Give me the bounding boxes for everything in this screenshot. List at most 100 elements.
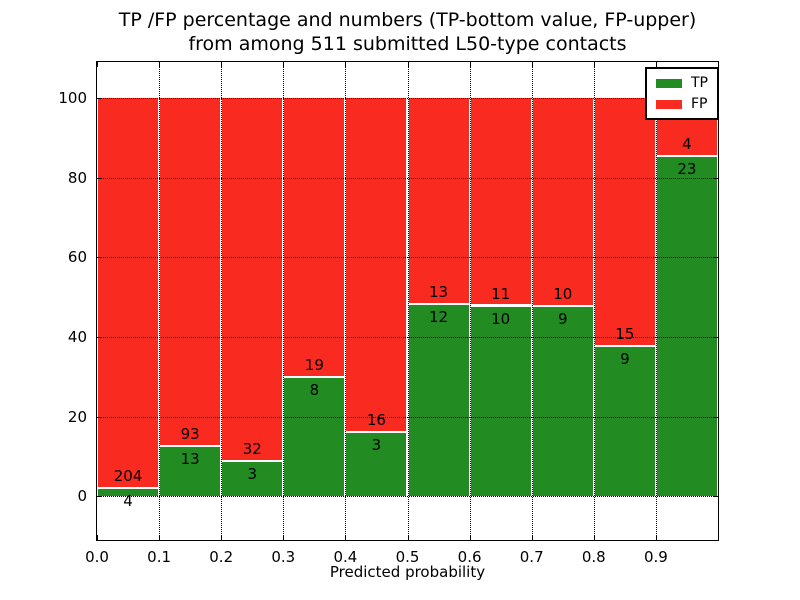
- x-gridline: [469, 62, 471, 540]
- y-tick-left: [97, 177, 102, 179]
- x-tick-label: 0.2: [209, 548, 234, 566]
- tp-bar-segment: [594, 346, 655, 497]
- legend-label: FP: [691, 96, 708, 112]
- x-tick-label: 0.8: [581, 548, 606, 566]
- fp-bar-segment: [98, 97, 159, 489]
- fp-bar-segment: [160, 97, 221, 448]
- tp-count-label: 12: [429, 307, 449, 326]
- x-tick-label: 0.9: [643, 548, 668, 566]
- fp-count-label: 4: [682, 134, 692, 153]
- tp-bar-segment: [160, 447, 221, 497]
- y-tick-right: [713, 257, 718, 259]
- x-tick-label: 0.4: [333, 548, 358, 566]
- y-tick-right: [713, 496, 718, 498]
- x-tick-top: [97, 62, 98, 67]
- tp-bar-segment: [656, 156, 717, 497]
- fp-count-label: 93: [180, 425, 200, 444]
- legend-label: TP: [691, 75, 708, 91]
- y-tick-label: 20: [67, 407, 87, 426]
- fp-count-label: 32: [242, 440, 262, 459]
- y-tick-right: [713, 177, 718, 179]
- x-tick-label: 0.1: [147, 548, 172, 566]
- y-tick-label: 0: [77, 487, 87, 506]
- x-gridline: [345, 62, 347, 540]
- tp-bar-segment: [532, 307, 593, 497]
- y-tick-right: [713, 416, 718, 418]
- x-tick-top: [593, 62, 595, 67]
- fp-count-label: 204: [113, 466, 143, 485]
- y-gridline: [97, 257, 718, 259]
- y-tick-right: [713, 336, 718, 338]
- x-tick-label: 0.0: [85, 548, 109, 566]
- y-tick-left: [97, 416, 102, 418]
- tp-bar-segment: [470, 306, 531, 497]
- x-tick-top: [531, 62, 533, 67]
- tp-count-label: 10: [491, 309, 511, 328]
- y-tick-label: 60: [67, 248, 87, 267]
- x-tick-label: 0.5: [395, 548, 420, 566]
- x-tick-label: 0.7: [519, 548, 544, 566]
- x-gridline: [221, 62, 223, 540]
- tp-count-label: 4: [123, 491, 133, 510]
- chart-title-line2: from among 511 submitted L50-type contac…: [188, 33, 627, 55]
- x-tick-bottom: [97, 535, 98, 540]
- y-gridline: [97, 336, 718, 338]
- fp-count-label: 19: [304, 356, 324, 375]
- x-tick-bottom: [407, 535, 409, 540]
- fp-bar-segment: [470, 97, 531, 307]
- x-tick-top: [159, 62, 161, 67]
- y-tick-left: [97, 336, 102, 338]
- x-tick-label: 0.3: [271, 548, 296, 566]
- fp-count-label: 15: [615, 324, 635, 343]
- x-tick-top: [283, 62, 285, 67]
- tp-count-label: 9: [557, 310, 568, 329]
- tp-bar-segment: [284, 378, 345, 497]
- fp-bar-segment: [284, 97, 345, 379]
- y-gridline: [97, 496, 718, 498]
- x-gridline: [655, 62, 657, 540]
- fp-count-label: 10: [553, 285, 573, 304]
- tp-bar-segment: [408, 304, 469, 497]
- fp-bar-segment: [408, 97, 469, 305]
- x-gridline: [593, 62, 595, 540]
- tp-swatch-icon: [656, 78, 682, 88]
- fp-bar-segment: [346, 97, 407, 434]
- x-tick-top: [407, 62, 409, 67]
- tp-count-label: 23: [677, 159, 697, 178]
- chart-title-line1: TP /FP percentage and numbers (TP-bottom…: [118, 9, 697, 31]
- y-tick-label: 40: [67, 327, 87, 346]
- y-gridline: [97, 416, 718, 418]
- fp-bar-segment: [222, 97, 283, 463]
- y-tick-left: [97, 496, 102, 498]
- tp-count-label: 13: [180, 450, 200, 469]
- fp-bar-segment: [532, 97, 593, 308]
- fp-count-label: 16: [366, 411, 386, 430]
- x-tick-bottom: [655, 535, 657, 540]
- y-tick-left: [97, 257, 102, 259]
- tp-count-label: 3: [247, 465, 258, 484]
- x-gridline: [407, 62, 409, 540]
- x-tick-bottom: [345, 535, 347, 540]
- x-tick-bottom: [469, 535, 471, 540]
- x-tick-bottom: [593, 535, 595, 540]
- tp-count-label: 9: [620, 349, 630, 368]
- x-tick-bottom: [283, 535, 285, 540]
- tp-count-label: 3: [371, 436, 382, 455]
- x-tick-bottom: [531, 535, 533, 540]
- fp-count-label: 11: [491, 284, 511, 303]
- tp-bar-segment: [346, 433, 407, 497]
- legend: TP FP: [645, 67, 719, 120]
- x-tick-top: [655, 62, 657, 67]
- x-gridline: [531, 62, 533, 540]
- tp-count-label: 8: [309, 381, 320, 400]
- x-tick-top: [345, 62, 347, 67]
- x-tick-label: 0.6: [457, 548, 482, 566]
- fp-count-label: 13: [429, 282, 449, 301]
- x-tick-bottom: [221, 535, 223, 540]
- x-gridline: [159, 62, 161, 540]
- x-tick-bottom: [159, 535, 161, 540]
- y-gridline: [97, 177, 718, 179]
- tp-bar-segment: [222, 462, 283, 497]
